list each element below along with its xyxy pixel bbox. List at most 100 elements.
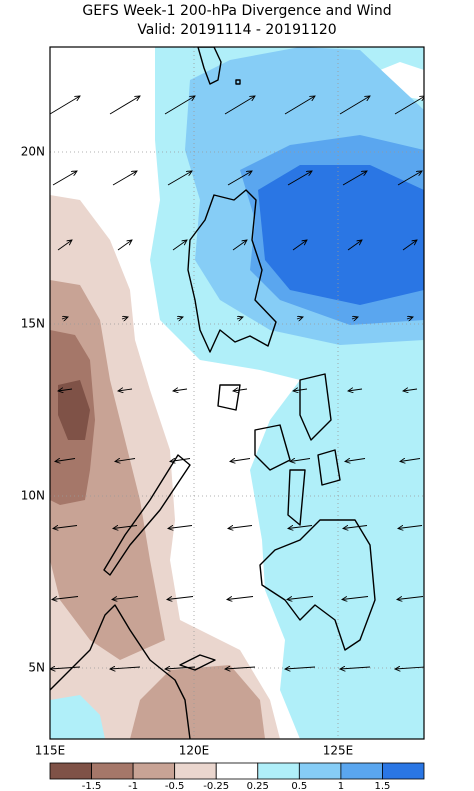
colorbar-swatch (174, 762, 217, 780)
shade (258, 165, 424, 305)
wind-arrow (112, 171, 137, 186)
lat-label: 15N (21, 317, 45, 331)
colorbar-swatch (91, 762, 134, 780)
axis-labels: 115E 120E 125E 5N 10N 15N 20N (21, 145, 354, 758)
colorbar-label: 1 (338, 781, 344, 791)
colorbar-label: 1.5 (374, 781, 390, 791)
wind-arrow (403, 389, 418, 391)
wind-arrow (117, 240, 132, 251)
map-frame (49, 46, 425, 740)
lat-label: 20N (21, 145, 45, 159)
wind-arrow (394, 96, 424, 115)
wind-arrow (225, 667, 256, 669)
colorbar-swatch (340, 762, 383, 780)
wind-arrow (167, 596, 194, 600)
lon-label: 120E (179, 744, 210, 758)
colorbar-swatch (298, 762, 342, 780)
wind-arrow (118, 389, 133, 391)
shade (58, 380, 90, 440)
wind-arrow (343, 525, 368, 529)
colorbar-label: -0.25 (203, 781, 229, 791)
wind-arrow (224, 96, 255, 115)
wind-arrow (52, 171, 77, 186)
wind-arrow (342, 596, 369, 600)
wind-arrow (351, 317, 358, 319)
colorbar-swatch (49, 762, 92, 780)
map-area (50, 47, 424, 739)
wind-arrow (113, 525, 138, 529)
wind-arrow (296, 317, 303, 319)
wind-arrow (61, 317, 68, 319)
wind-arrow (112, 596, 139, 600)
wind-arrow (345, 459, 366, 462)
wind-arrow (287, 596, 314, 600)
wind-arrow (52, 596, 79, 600)
wind-arrow (284, 96, 315, 115)
lat-label: 10N (21, 489, 45, 503)
wind-arrow (293, 389, 308, 391)
colorbar-swatch (257, 762, 300, 780)
wind-arrow (339, 96, 370, 115)
wind-arrow (400, 459, 421, 462)
wind-arrow (228, 525, 253, 529)
title: GEFS Week-1 200-hPa Divergence and Wind (82, 3, 391, 19)
wind-arrow (227, 171, 252, 186)
wind-arrow (340, 667, 371, 669)
wind-arrow (50, 667, 81, 669)
wind-arrow (347, 240, 362, 251)
shade (50, 695, 105, 739)
wind-arrow (58, 389, 73, 391)
wind-arrow (109, 96, 140, 115)
wind-arrow (342, 171, 367, 186)
colorbar-label: -0.5 (165, 781, 185, 791)
wind-arrow (395, 667, 424, 669)
colorbar-swatch (215, 762, 259, 780)
wind-arrow (233, 389, 248, 391)
coastlines (50, 47, 376, 739)
wind-arrow (164, 96, 195, 115)
wind-arrow (398, 525, 423, 529)
wind-vectors (50, 96, 424, 669)
wind-arrow (57, 240, 72, 251)
wind-arrow (115, 459, 136, 462)
colorbar-label: -1.5 (82, 781, 102, 791)
lon-label: 125E (323, 744, 354, 758)
wind-arrow (402, 240, 417, 251)
wind-arrow (172, 240, 187, 251)
colorbar-label: 0.5 (291, 781, 307, 791)
wind-arrow (406, 317, 413, 319)
wind-arrow (397, 171, 422, 186)
wind-arrow (290, 459, 311, 462)
lat-label: 5N (28, 661, 45, 675)
wind-arrow (348, 389, 363, 391)
wind-arrow (230, 459, 251, 462)
wind-arrow (165, 667, 196, 669)
wind-arrow (167, 171, 192, 186)
wind-arrow (53, 525, 78, 529)
wind-arrow (50, 96, 80, 115)
wind-arrow (287, 171, 312, 186)
wind-arrow (227, 596, 254, 600)
shade (130, 665, 265, 739)
wind-arrow (285, 667, 316, 669)
wind-arrow (110, 667, 141, 669)
wind-arrow (173, 389, 188, 391)
wind-arrow (292, 240, 307, 251)
wind-arrow (55, 459, 76, 462)
lon-label: 115E (35, 744, 66, 758)
colorbar: -1.5 -1 -0.5 -0.25 0.25 0.5 1 1.5 (49, 762, 425, 791)
colorbar-label: -1 (128, 781, 138, 791)
colorbar-swatch (132, 762, 176, 780)
wind-arrow (168, 525, 193, 529)
wind-arrow (288, 525, 313, 529)
wind-arrow (121, 317, 128, 319)
wind-arrow (176, 317, 183, 319)
wind-arrow (236, 317, 243, 319)
wind-arrow (232, 240, 247, 251)
subtitle: Valid: 20191114 - 20191120 (137, 22, 336, 38)
wind-arrow (397, 596, 424, 600)
colorbar-label: 0.25 (247, 781, 269, 791)
colorbar-swatch (382, 762, 425, 780)
wind-arrow (170, 459, 191, 462)
